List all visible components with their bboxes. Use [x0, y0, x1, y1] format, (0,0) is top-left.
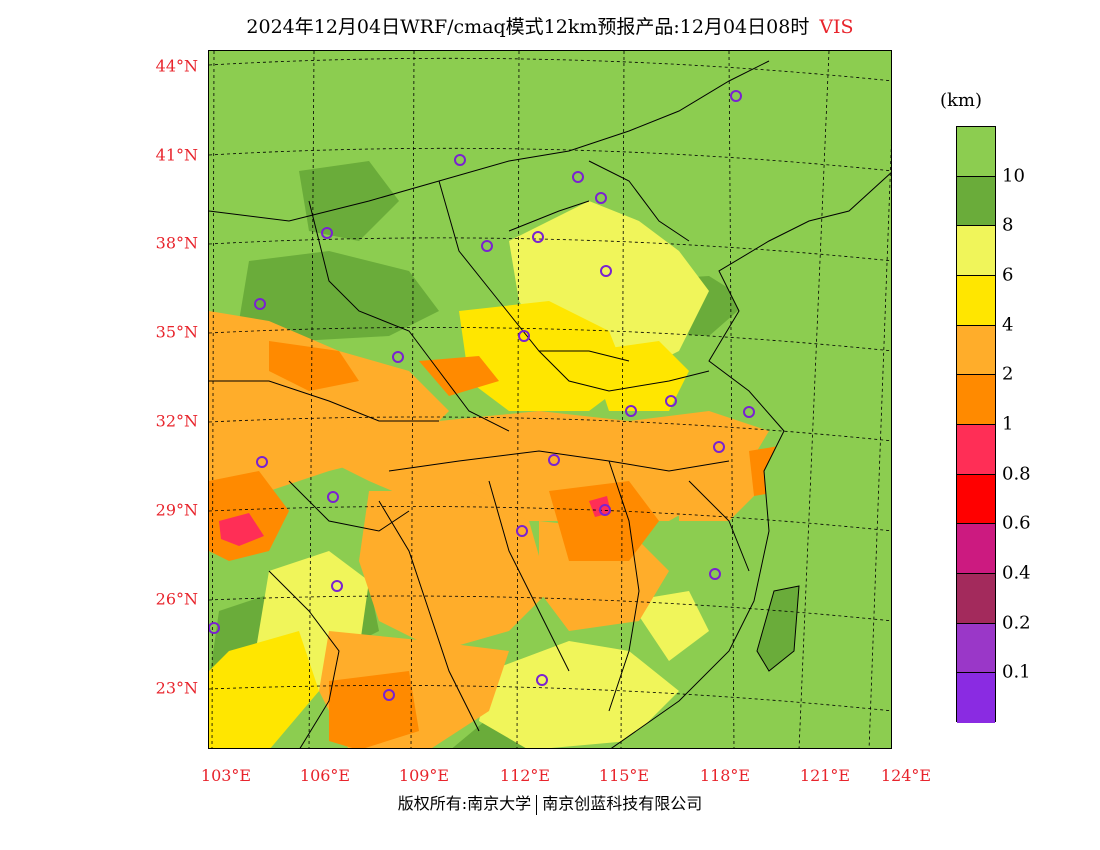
legend-tick-label: 0.1 [1002, 661, 1031, 683]
city-marker [599, 504, 611, 516]
lon-label: 106°E [299, 766, 351, 785]
legend-swatch [957, 325, 995, 376]
lat-label: 38°N [155, 233, 198, 253]
city-marker [254, 298, 266, 310]
city-marker [532, 231, 544, 243]
lat-label: 26°N [155, 589, 198, 609]
legend-swatch [957, 127, 995, 177]
city-marker [595, 192, 607, 204]
city-marker [518, 330, 530, 342]
city-marker [730, 90, 742, 102]
city-marker [327, 491, 339, 503]
legend-swatch [957, 226, 995, 276]
lon-label: 121°E [799, 766, 851, 785]
city-marker [481, 240, 493, 252]
lon-label: 118°E [699, 766, 751, 785]
city-marker [209, 622, 220, 634]
variable-label: VIS [819, 16, 854, 38]
lat-label: 35°N [155, 322, 198, 342]
city-marker [572, 171, 584, 183]
city-marker [625, 405, 637, 417]
copyright-left: 版权所有:南京大学 [397, 794, 532, 813]
lon-label: 109°E [398, 766, 450, 785]
legend-tick-label: 0.8 [1002, 463, 1031, 485]
lon-label: 124°E [880, 766, 932, 785]
city-markers [209, 90, 755, 701]
city-marker [321, 227, 333, 239]
city-marker [665, 395, 677, 407]
footer-divider [536, 794, 538, 815]
city-marker [392, 351, 404, 363]
legend-swatch [957, 524, 995, 574]
legend-tick-label: 0.4 [1002, 562, 1031, 584]
title-text: 2024年12月04日WRF/cmaq模式12km预报产品:12月04日08时 [246, 16, 810, 38]
city-marker [600, 265, 612, 277]
legend-tick-label: 8 [1002, 214, 1014, 236]
lat-label: 41°N [155, 145, 198, 165]
lon-label: 115°E [598, 766, 650, 785]
legend-swatch [957, 375, 995, 425]
city-marker [383, 689, 395, 701]
map-title: 2024年12月04日WRF/cmaq模式12km预报产品:12月04日08时 V… [0, 12, 1100, 39]
city-marker [709, 568, 721, 580]
graticule [209, 51, 891, 748]
legend-tick-label: 4 [1002, 314, 1014, 336]
legend-tick-label: 10 [1002, 165, 1025, 187]
legend-unit: (km) [940, 90, 983, 111]
lon-label: 112°E [499, 766, 551, 785]
copyright-right: 南京创蓝科技有限公司 [542, 794, 703, 813]
taiwan-island [757, 586, 799, 671]
city-marker [743, 406, 755, 418]
legend-swatch [957, 176, 995, 227]
copyright-footer: 版权所有:南京大学 南京创蓝科技有限公司 [0, 790, 1100, 815]
legend-tick-label: 6 [1002, 264, 1014, 286]
lat-label: 32°N [155, 411, 198, 431]
city-marker [713, 441, 725, 453]
legend-swatch [957, 474, 995, 525]
legend-swatch [957, 275, 995, 326]
map-canvas [209, 51, 891, 748]
lat-label: 29°N [155, 500, 198, 520]
boundary-lines [209, 60, 891, 748]
city-marker [516, 525, 528, 537]
lat-label: 44°N [155, 56, 198, 76]
legend-tick-label: 2 [1002, 363, 1014, 385]
lat-label: 23°N [155, 678, 198, 698]
city-marker [536, 674, 548, 686]
city-marker [454, 154, 466, 166]
color-legend [956, 126, 996, 723]
legend-tick-label: 0.2 [1002, 612, 1031, 634]
legend-swatch [957, 424, 995, 475]
legend-swatch [957, 623, 995, 674]
legend-swatch [957, 673, 995, 723]
low-visibility-spots [219, 496, 611, 546]
light-yellow-areas [249, 201, 709, 748]
visibility-map [208, 50, 892, 749]
city-marker [331, 580, 343, 592]
sea-area [611, 172, 891, 748]
city-marker [256, 456, 268, 468]
legend-swatch [957, 573, 995, 624]
legend-tick-label: 0.6 [1002, 512, 1031, 534]
legend-tick-label: 1 [1002, 413, 1014, 435]
lon-label: 103°E [200, 766, 252, 785]
city-marker [548, 454, 560, 466]
